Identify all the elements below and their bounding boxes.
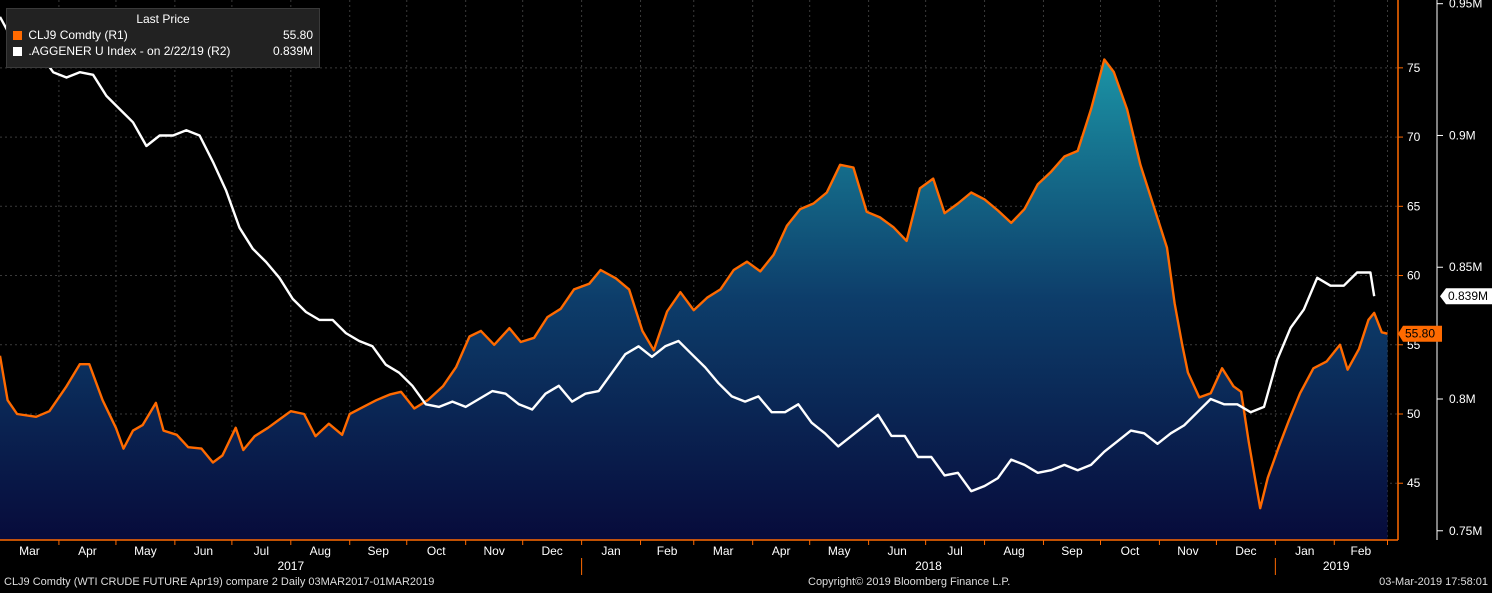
right-axis-panel <box>1397 0 1492 540</box>
r2-tick-label: 0.75M <box>1449 524 1482 538</box>
r1-tick-label: 65 <box>1407 199 1421 213</box>
crude-price-line <box>0 58 1388 510</box>
x-month-label: Mar <box>713 544 734 558</box>
x-month-label: Jan <box>601 544 620 558</box>
series-lines <box>0 16 1388 510</box>
x-month-label: Feb <box>657 544 678 558</box>
legend-label-crude: CLJ9 Comdty (R1) <box>28 28 128 42</box>
index-last-label: 0.839M <box>1448 289 1488 303</box>
legend: Last Price CLJ9 Comdty (R1) 55.80 .AGGEN… <box>6 8 320 68</box>
x-month-label: Aug <box>1003 544 1024 558</box>
x-month-label: Jun <box>887 544 906 558</box>
x-month-label: May <box>134 544 157 558</box>
x-month-label: Apr <box>772 544 791 558</box>
r1-tick-label: 45 <box>1407 476 1421 490</box>
crude-last-tag <box>1398 325 1442 342</box>
index-last-tag <box>1440 288 1492 305</box>
x-month-label: Oct <box>427 544 446 558</box>
x-month-label: Nov <box>1177 544 1198 558</box>
r2-tick-label: 0.8M <box>1449 392 1476 406</box>
crude-area-fill <box>0 59 1388 540</box>
r2-tick-label: 0.9M <box>1449 128 1476 142</box>
legend-value-index: 0.839M <box>272 44 313 58</box>
legend-item-crude: CLJ9 Comdty (R1) 55.80 <box>7 27 319 43</box>
legend-label-index: .AGGENER U Index - on 2/22/19 (R2) <box>28 44 231 58</box>
legend-value-crude: 55.80 <box>282 28 313 42</box>
x-month-label: May <box>828 544 851 558</box>
r1-tick-label: 50 <box>1407 407 1421 421</box>
index-line <box>0 16 1376 493</box>
footer-description: CLJ9 Comdty (WTI CRUDE FUTURE Apr19) com… <box>4 576 435 588</box>
crude-area <box>0 59 1388 540</box>
x-year-label: 2019 <box>1323 559 1350 573</box>
r1-tick-label: 75 <box>1407 61 1421 75</box>
x-month-label: Mar <box>19 544 40 558</box>
x-month-label: Dec <box>541 544 562 558</box>
r2-tick-label: 0.95M <box>1449 0 1482 11</box>
legend-swatch-crude <box>13 31 22 40</box>
r2-tick-label: 0.85M <box>1449 260 1482 274</box>
legend-header: Last Price <box>136 12 190 26</box>
x-month-label: Jul <box>254 544 269 558</box>
x-year-label: 2018 <box>915 559 942 573</box>
footer-timestamp: 03-Mar-2019 17:58:01 <box>1379 576 1488 588</box>
r1-tick-label: 70 <box>1407 130 1421 144</box>
x-month-label: Dec <box>1235 544 1256 558</box>
bottom-axis-panel <box>0 540 1492 593</box>
x-month-label: Sep <box>368 544 390 558</box>
x-month-label: Aug <box>310 544 331 558</box>
crude-last-label: 55.80 <box>1405 327 1435 341</box>
x-month-label: Sep <box>1061 544 1083 558</box>
legend-item-index: .AGGENER U Index - on 2/22/19 (R2) 0.839… <box>7 43 319 59</box>
x-month-label: Nov <box>484 544 505 558</box>
footer-copyright: Copyright© 2019 Bloomberg Finance L.P. <box>808 576 1011 588</box>
x-month-label: Jan <box>1295 544 1314 558</box>
x-month-label: Feb <box>1351 544 1372 558</box>
x-month-label: Apr <box>78 544 97 558</box>
r1-tick-label: 60 <box>1407 269 1421 283</box>
x-year-label: 2017 <box>277 559 304 573</box>
x-month-label: Jun <box>194 544 213 558</box>
legend-swatch-index <box>13 47 22 56</box>
x-month-label: Oct <box>1121 544 1140 558</box>
x-month-label: Jul <box>947 544 962 558</box>
